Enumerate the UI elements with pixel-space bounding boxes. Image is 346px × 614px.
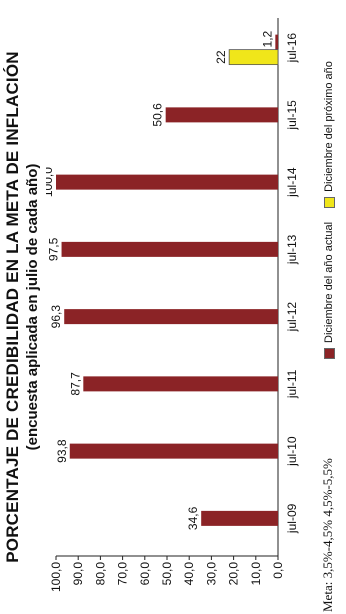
bar-chart: 0,0 10,0 20,0 30,0 40,0 50,0 60,0 70,0 80,0 90,0 1… (46, 18, 299, 592)
y-tick-label: 70,0 (116, 562, 130, 586)
data-label-dic-actual: 97,5 (47, 237, 61, 261)
x-tick-label: jul-12 (285, 302, 299, 333)
bar-dic-actual (275, 34, 278, 50)
legend-swatch-proximo (323, 196, 335, 208)
meta-row: Meta: 3,5%-4,5% 4,5%-5,5% (320, 458, 336, 612)
x-tick-label: jul-10 (285, 436, 299, 467)
data-label-dic-actual: 1,2 (260, 30, 274, 47)
meta-value-2: 4,5%-5,5% (320, 458, 335, 517)
data-label-dic-proximo: 22 (214, 50, 228, 64)
data-label-dic-actual: 93,8 (55, 439, 69, 463)
y-tick-label: 60,0 (138, 562, 152, 586)
data-label-dic-actual: 96,3 (49, 305, 63, 329)
y-tick-label: 50,0 (160, 562, 174, 586)
x-tick-label: jul-11 (285, 369, 299, 399)
bar-dic-actual (56, 174, 278, 190)
meta-value-1: 3,5%-4,5% (320, 519, 335, 579)
meta-label: Meta: (320, 581, 335, 612)
legend: Diciembre del año actual Diciembre del p… (323, 61, 335, 359)
chart-title: PORCENTAJE DE CREDIBILIDAD EN LA META DE… (3, 51, 22, 563)
legend-swatch-actual (323, 348, 335, 359)
bar-dic-actual (165, 107, 278, 123)
y-tick-label: 10,0 (249, 562, 263, 586)
legend-label-proximo: Diciembre del próximo año (323, 61, 335, 192)
y-tick-label: 100,0 (49, 562, 63, 592)
x-tick-label: jul-13 (285, 234, 299, 265)
bar-dic-actual (64, 309, 278, 325)
legend-item-proximo: Diciembre del próximo año (323, 61, 335, 208)
data-label-dic-actual: 87,7 (68, 372, 82, 396)
bar-dic-actual (61, 241, 278, 257)
chart-subtitle: (encuesta aplicada en julio de cada año) (24, 163, 41, 451)
x-tick-label: jul-16 (285, 33, 299, 64)
x-tick-label: jul-09 (285, 503, 299, 534)
y-tick-label: 90,0 (71, 562, 85, 586)
bar-dic-actual (69, 443, 278, 459)
y-tick-label: 0,0 (271, 562, 285, 579)
data-label-dic-actual: 100,0 (46, 167, 55, 197)
bar-dic-proximo (228, 49, 279, 66)
bar-dic-actual (83, 376, 278, 392)
x-tick-label: jul-14 (285, 167, 299, 198)
bar-dic-actual (201, 510, 278, 526)
y-tick-label: 40,0 (182, 562, 196, 586)
x-tick-label: jul-15 (285, 100, 299, 131)
legend-item-actual: Diciembre del año actual (323, 222, 335, 359)
data-label-dic-actual: 34,6 (186, 506, 200, 530)
y-tick-label: 30,0 (204, 562, 218, 586)
y-tick-label: 80,0 (93, 562, 107, 586)
y-tick-label: 20,0 (227, 562, 241, 586)
data-label-dic-actual: 50,6 (151, 103, 165, 127)
legend-label-actual: Diciembre del año actual (323, 221, 335, 343)
